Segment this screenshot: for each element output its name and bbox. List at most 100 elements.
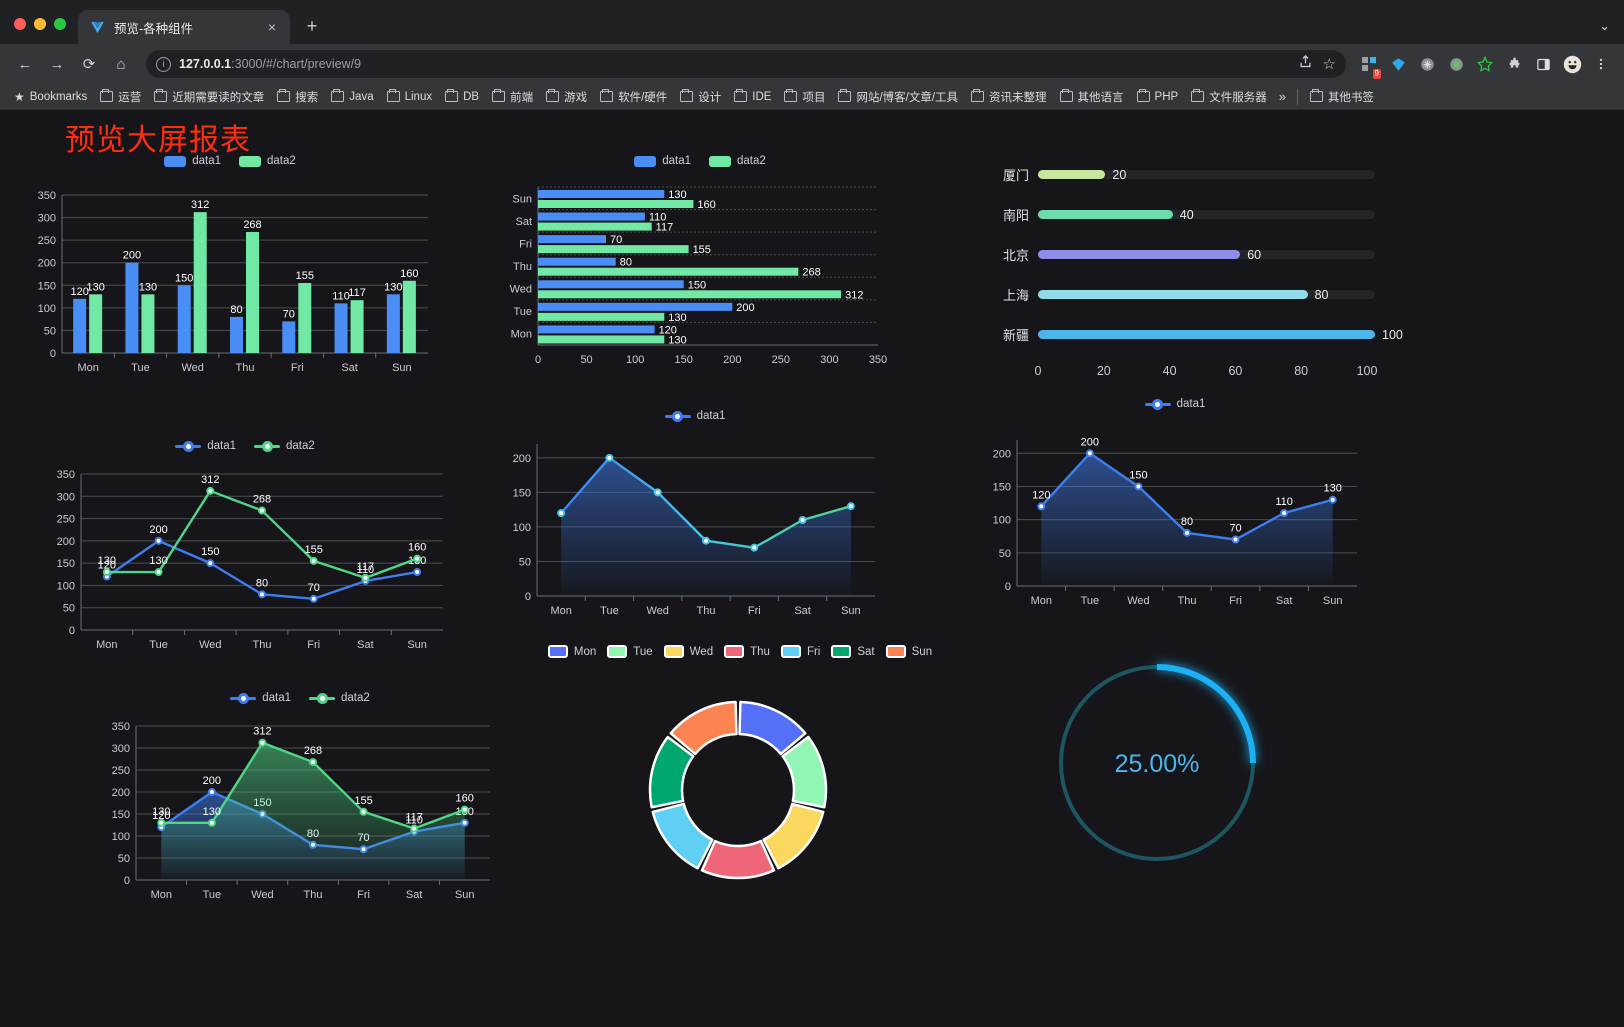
legend-item[interactable]: data1 xyxy=(1144,398,1205,410)
legend-swatch xyxy=(607,645,628,658)
legend-item[interactable]: data2 xyxy=(709,155,766,167)
tab-strip: 预览-各种组件 × + ⌄ xyxy=(0,0,1624,44)
bookmark-item[interactable]: 搜索 xyxy=(271,86,324,108)
legend-item[interactable]: data1 xyxy=(175,440,236,452)
extension-grid-icon[interactable]: 9 xyxy=(1356,51,1382,79)
bookmark-item[interactable]: DB xyxy=(439,88,485,106)
reload-button[interactable]: ⟳ xyxy=(82,56,96,73)
minimize-window-button[interactable] xyxy=(34,18,46,30)
site-info-icon[interactable]: i xyxy=(156,56,171,72)
bookmark-item[interactable]: 运营 xyxy=(94,86,147,108)
close-tab-button[interactable]: × xyxy=(267,19,277,35)
bookmark-item[interactable]: 设计 xyxy=(674,86,727,108)
legend-item[interactable]: data1 xyxy=(664,410,726,422)
data-point xyxy=(206,559,215,568)
line-double-plot: 0 50 100 150 200 250 300 350 Mon Tue Wed Thu Fri Sat S… xyxy=(57,469,443,651)
axis-tick-label: Fri xyxy=(519,238,532,250)
donut-plot xyxy=(648,700,828,880)
bookmark-item[interactable]: 软件/硬件 xyxy=(594,86,673,108)
data-point xyxy=(154,536,163,545)
bookmark-item[interactable]: 项目 xyxy=(778,86,831,108)
diamond-icon[interactable] xyxy=(1385,51,1411,77)
data-label: 70 xyxy=(610,234,622,246)
legend-item[interactable]: Mon xyxy=(547,645,596,658)
bookmark-label: 其他语言 xyxy=(1077,91,1124,104)
bookmarks-overflow-button[interactable]: » xyxy=(1278,89,1286,104)
axis-tick-label: Tue xyxy=(600,605,619,617)
legend-item[interactable]: Thu xyxy=(724,645,770,658)
gear-circle-icon[interactable] xyxy=(1414,51,1440,77)
bookmark-other[interactable]: 其他书签 xyxy=(1304,86,1380,108)
axis-tick-label: 150 xyxy=(112,809,130,821)
bookmark-item[interactable]: 其他语言 xyxy=(1054,86,1130,108)
bookmark-item[interactable]: 文件服务器 xyxy=(1185,86,1273,108)
green-dot-icon[interactable] xyxy=(1443,51,1469,77)
chart-line-gradient: data1 0 50 100 150 200 Mon Tue Wed Thu Fri Sat Sun xyxy=(495,410,895,720)
data-point xyxy=(460,805,469,814)
axis-tick-label: 300 xyxy=(112,743,130,755)
chart-line-double: data1 data2 0 50 100 150 200 250 300 350 Mon Tue W… xyxy=(35,440,455,695)
axis-tick-label: Thu xyxy=(236,362,255,374)
axis-tick-label: 200 xyxy=(38,258,56,270)
legend-item[interactable]: data1 xyxy=(230,692,291,704)
window-controls[interactable] xyxy=(0,18,78,44)
axis-tick-label: Mon xyxy=(96,639,117,651)
legend-item[interactable]: data1 xyxy=(634,155,691,167)
legend-item[interactable]: data2 xyxy=(309,692,370,704)
data-label: 120 xyxy=(1032,489,1050,501)
legend-line-marker xyxy=(309,692,335,704)
legend-item[interactable]: Fri xyxy=(780,645,820,658)
bookmark-label: DB xyxy=(463,90,480,103)
browser-tab[interactable]: 预览-各种组件 × xyxy=(78,10,290,44)
legend-label: data1 xyxy=(207,440,236,452)
tab-search-chevron-icon[interactable]: ⌄ xyxy=(1599,18,1610,33)
bookmark-item[interactable]: Linux xyxy=(381,88,439,106)
axis-tick-label: 150 xyxy=(38,280,56,292)
side-panel-icon[interactable] xyxy=(1530,51,1556,77)
axis-tick-label: Wed xyxy=(182,362,204,374)
legend-label: data2 xyxy=(286,440,315,452)
axis-tick-label: Sat xyxy=(357,639,374,651)
url-text: 127.0.0.1:3000/#/chart/preview/9 xyxy=(179,57,362,71)
bookmark-item[interactable]: PHP xyxy=(1131,88,1185,106)
bookmark-star-icon[interactable]: ☆ xyxy=(1322,56,1336,73)
bookmark-item[interactable]: 游戏 xyxy=(540,86,593,108)
maximize-window-button[interactable] xyxy=(54,18,66,30)
legend-item[interactable]: data2 xyxy=(239,155,296,167)
legend-item[interactable]: data2 xyxy=(254,440,315,452)
back-button[interactable]: ← xyxy=(17,55,33,73)
axis-tick-label: Sun xyxy=(392,362,412,374)
close-window-button[interactable] xyxy=(14,18,26,30)
legend-item[interactable]: Wed xyxy=(663,645,713,658)
bookmark-item[interactable]: IDE xyxy=(728,88,777,106)
avatar-icon[interactable] xyxy=(1559,51,1585,77)
address-bar[interactable]: i 127.0.0.1:3000/#/chart/preview/9 ☆ xyxy=(146,50,1346,78)
axis-tick-label: 200 xyxy=(513,453,531,465)
axis-tick-label: Sat xyxy=(794,605,811,617)
share-icon[interactable] xyxy=(1298,54,1313,74)
menu-kebab-icon[interactable] xyxy=(1588,51,1614,77)
legend-item[interactable]: Sun xyxy=(885,645,932,658)
star-icon: ★ xyxy=(14,89,25,104)
bar xyxy=(538,325,655,334)
legend-label: data1 xyxy=(696,410,726,422)
legend-item[interactable]: Tue xyxy=(607,645,653,658)
legend-line-marker xyxy=(1144,398,1171,410)
bookmarks-label[interactable]: ★ Bookmarks xyxy=(8,87,93,107)
bookmark-item[interactable]: 前端 xyxy=(486,86,539,108)
new-tab-button[interactable]: + xyxy=(306,15,318,36)
bookmark-item[interactable]: 网站/博客/文章/工具 xyxy=(832,86,964,108)
bookmark-item[interactable]: 资讯未整理 xyxy=(965,86,1053,108)
forward-button[interactable]: → xyxy=(49,55,65,73)
green-star-icon[interactable] xyxy=(1472,51,1498,77)
axis-tick-label: Fri xyxy=(357,889,370,901)
bookmark-item[interactable]: 近期需要读的文章 xyxy=(148,86,270,108)
legend-item[interactable]: Sat xyxy=(831,645,875,658)
puzzle-icon[interactable] xyxy=(1501,51,1527,77)
bookmark-item[interactable]: Java xyxy=(325,88,379,106)
axis-tick-label: Sat xyxy=(406,889,423,901)
axis-tick-label: 250 xyxy=(112,765,130,777)
legend-item[interactable]: data1 xyxy=(164,155,221,167)
axis-tick-label: Tue xyxy=(131,362,150,374)
home-button[interactable]: ⌂ xyxy=(116,55,126,73)
